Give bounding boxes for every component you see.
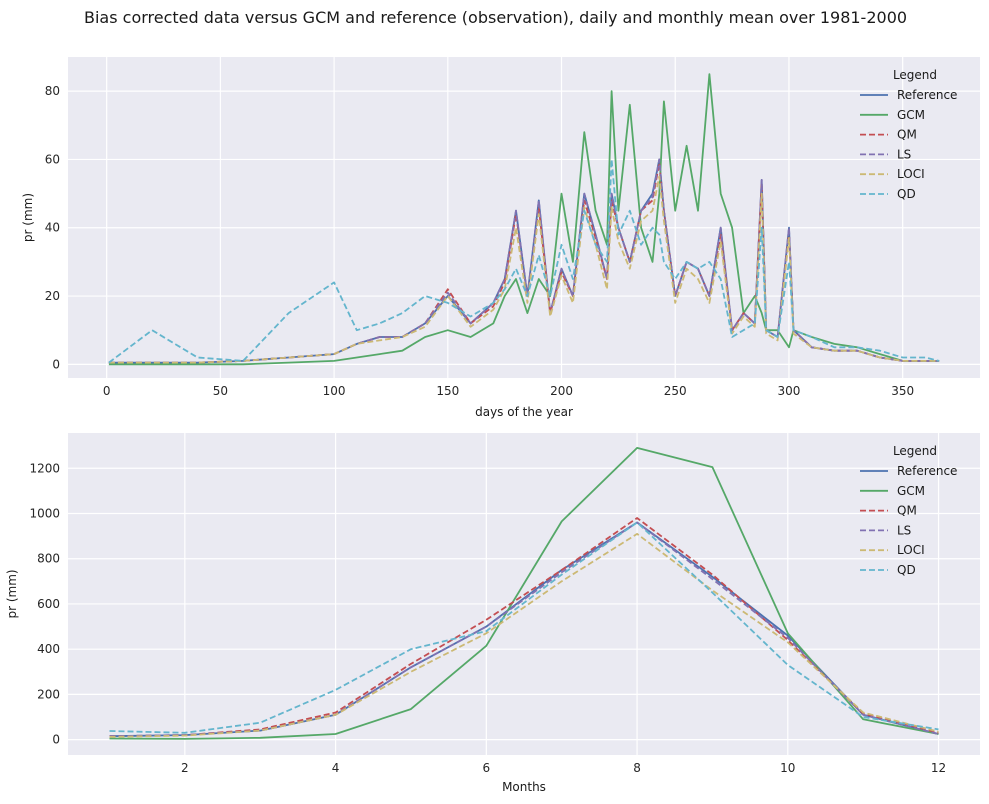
x-tick-label: 10 <box>780 761 795 775</box>
legend-label-ls: LS <box>897 523 911 537</box>
x-tick-label: 350 <box>891 384 914 398</box>
x-tick-label: 4 <box>332 761 340 775</box>
y-tick-label: 80 <box>45 84 60 98</box>
series-line-qd <box>108 158 940 364</box>
legend-label-ls: LS <box>897 147 911 161</box>
x-tick-label: 150 <box>436 384 459 398</box>
x-axis-label: days of the year <box>475 405 573 419</box>
legend-label-reference: Reference <box>897 88 957 102</box>
x-tick-label: 300 <box>778 384 801 398</box>
y-tick-label: 0 <box>52 357 60 371</box>
legend-title: Legend <box>893 68 937 82</box>
x-tick-label: 12 <box>931 761 946 775</box>
x-tick-label: 100 <box>323 384 346 398</box>
figure-title: Bias corrected data versus GCM and refer… <box>84 8 908 27</box>
x-tick-label: 250 <box>664 384 687 398</box>
y-tick-label: 800 <box>37 552 60 566</box>
y-tick-label: 1200 <box>29 461 60 475</box>
legend-label-qm: QM <box>897 504 917 518</box>
y-tick-label: 0 <box>52 733 60 747</box>
legend-label-reference: Reference <box>897 464 957 478</box>
chart-panel-1: 0 50 100 150 200 250 300 350 0 20 40 60 80 days of th… <box>21 57 980 419</box>
legend-label-qd: QD <box>897 563 916 577</box>
legend: Legend Reference GCM QM LS LOCI QD <box>860 444 957 577</box>
series-line-gcm <box>109 446 939 740</box>
x-tick-label: 2 <box>181 761 189 775</box>
series-line-gcm <box>108 73 940 366</box>
y-axis-label: pr (mm) <box>5 569 19 618</box>
y-tick-label: 400 <box>37 642 60 656</box>
x-tick-label: 0 <box>103 384 111 398</box>
legend-title: Legend <box>893 444 937 458</box>
plot-area <box>68 57 980 378</box>
legend: Legend Reference GCM QM LS LOCI QD <box>860 68 957 201</box>
x-tick-label: 8 <box>633 761 641 775</box>
legend-label-gcm: GCM <box>897 484 925 498</box>
y-tick-label: 60 <box>45 152 60 166</box>
series-line-loci <box>109 533 939 738</box>
series-line-loci <box>108 175 940 364</box>
y-tick-label: 1000 <box>29 507 60 521</box>
chart-panel-2: 2 4 6 8 10 12 0 200 400 600 800 1000 1200 Months pr (m… <box>5 433 980 794</box>
x-tick-label: 50 <box>213 384 228 398</box>
legend-label-loci: LOCI <box>897 543 925 557</box>
x-tick-label: 200 <box>550 384 573 398</box>
x-axis-label: Months <box>502 780 546 794</box>
y-axis-label: pr (mm) <box>21 193 35 242</box>
legend-label-qm: QM <box>897 128 917 142</box>
y-tick-label: 40 <box>45 221 60 235</box>
legend-label-gcm: GCM <box>897 108 925 122</box>
y-tick-label: 200 <box>37 687 60 701</box>
series-line-qm <box>109 517 939 738</box>
x-tick-label: 6 <box>482 761 490 775</box>
y-tick-label: 20 <box>45 289 60 303</box>
series-line-qd <box>109 521 939 734</box>
legend-label-loci: LOCI <box>897 167 925 181</box>
legend-label-qd: QD <box>897 187 916 201</box>
y-tick-label: 600 <box>37 597 60 611</box>
